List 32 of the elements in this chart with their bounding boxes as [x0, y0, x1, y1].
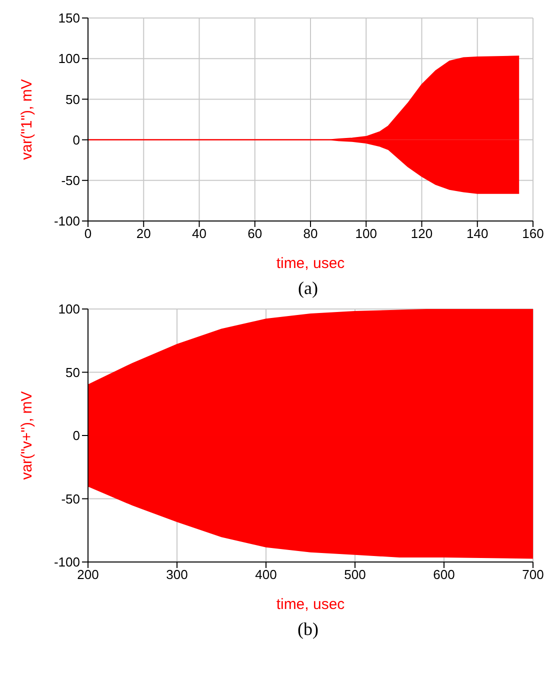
y-tick-label: 100 [58, 51, 80, 66]
x-tick-label: 500 [344, 567, 366, 582]
x-tick-label: 700 [522, 567, 544, 582]
y-tick-label: -50 [61, 491, 80, 506]
x-axis-title: time, usec [276, 255, 346, 272]
text: (a) [297, 278, 319, 299]
y-axis-title: var("v+"), mV [18, 391, 36, 480]
x-tick-label: 300 [166, 567, 188, 582]
y-tick-label: 150 [58, 10, 80, 26]
y-tick-label: 0 [72, 132, 80, 148]
y-axis-title: var("1"), mV [18, 79, 36, 160]
x-tick-label: 20 [136, 226, 151, 242]
x-tick-label: 120 [410, 226, 433, 242]
x-tick-label: 600 [433, 567, 455, 582]
y-tick-label: -50 [61, 173, 80, 188]
x-tick-label: 80 [303, 226, 318, 242]
y-tick-label: 100 [58, 302, 80, 317]
text: (b) [296, 619, 320, 640]
y-tick-label: 50 [66, 364, 80, 380]
x-tick-label: 60 [248, 226, 262, 242]
x-tick-label: 200 [77, 567, 99, 582]
x-axis-title: time, usec [276, 596, 346, 613]
x-tick-label: 40 [192, 226, 206, 242]
x-tick-label: 400 [255, 567, 277, 582]
x-tick-label: 140 [466, 226, 488, 242]
x-tick-label: 100 [355, 226, 377, 242]
x-tick-label: 0 [84, 226, 92, 242]
y-tick-label: -100 [54, 554, 80, 570]
y-tick-label: 50 [66, 92, 80, 107]
y-tick-label: -100 [54, 214, 80, 229]
x-tick-label: 160 [522, 226, 544, 242]
y-tick-label: 0 [72, 428, 80, 444]
